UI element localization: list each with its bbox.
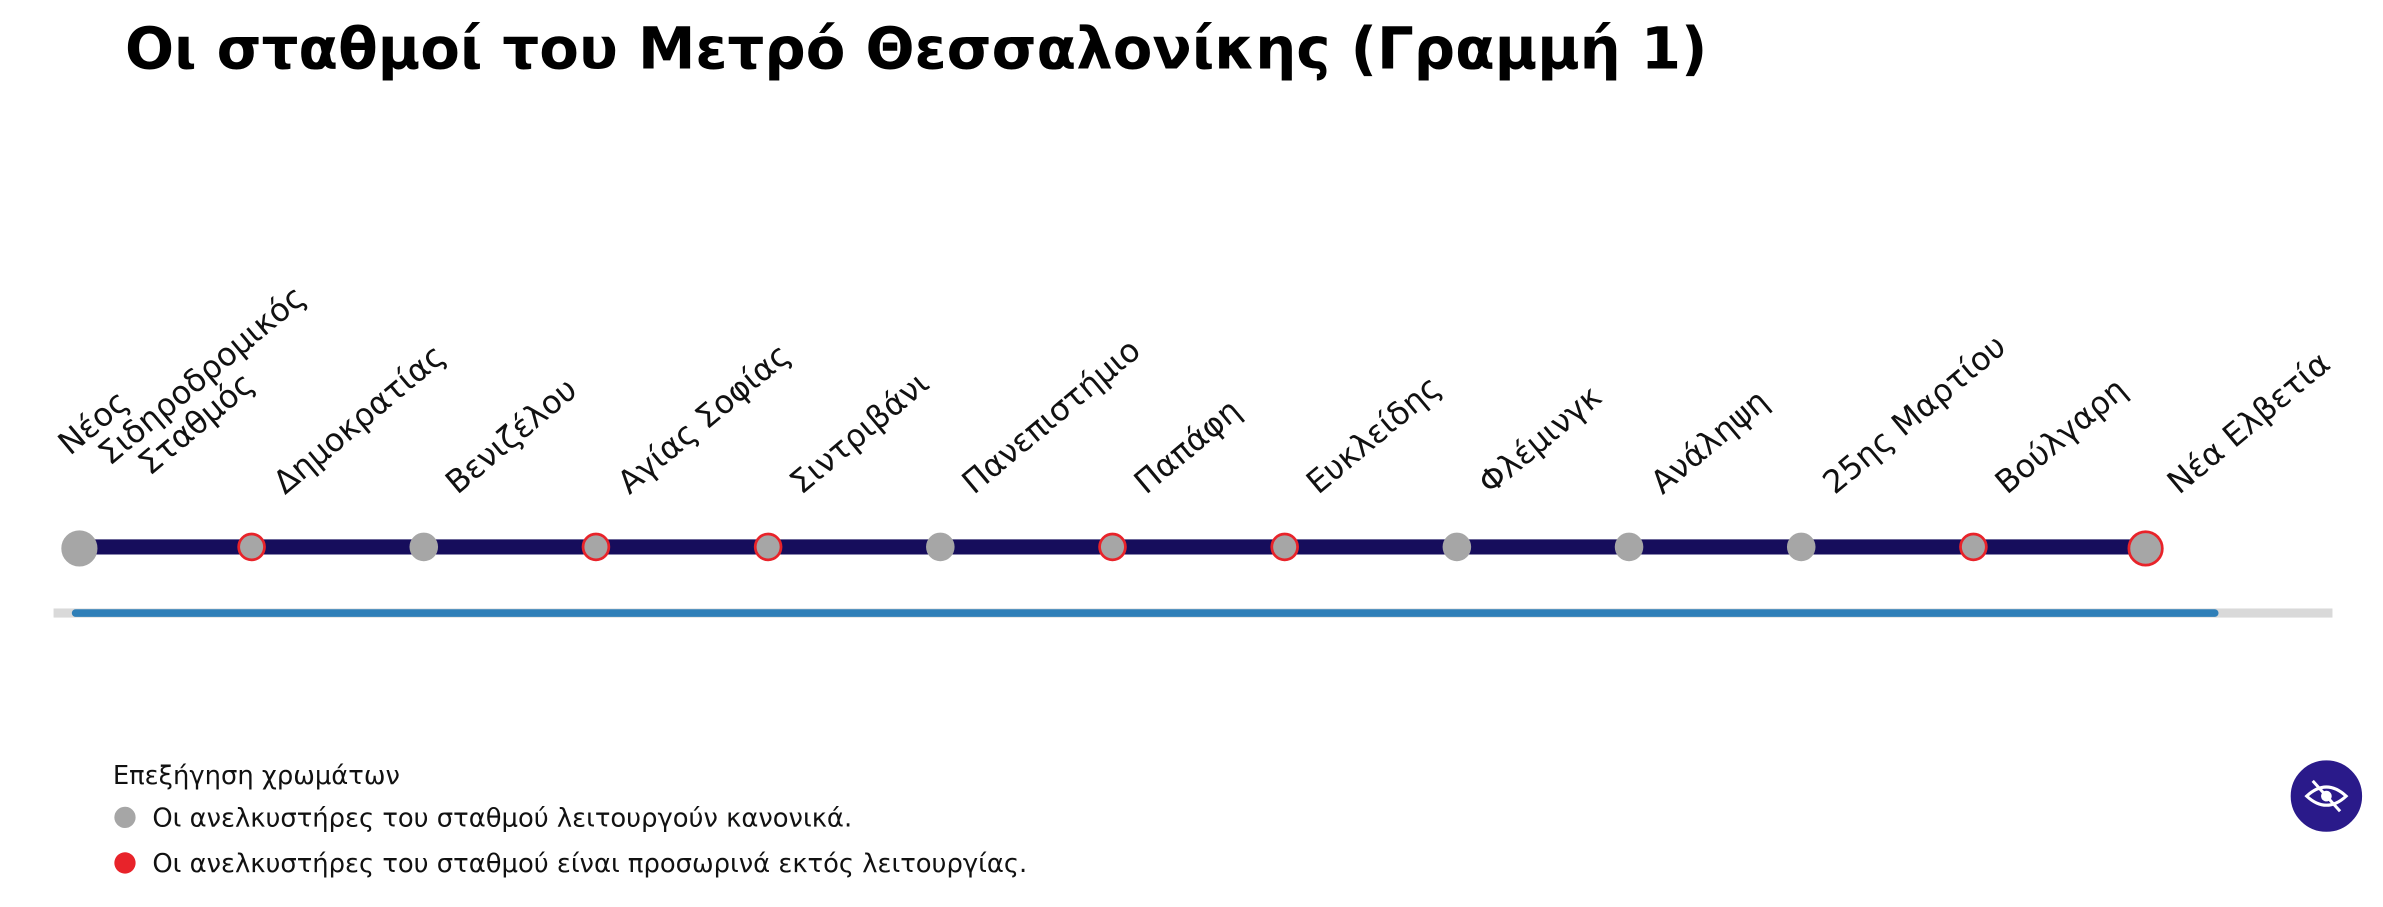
station-label: Βούλγαρη — [1988, 370, 2134, 501]
station-label: Δημοκρατίας — [266, 336, 453, 501]
progress-bar — [71, 609, 2219, 617]
station-label: Βενιζέλου — [438, 370, 584, 501]
legend-label: Οι ανελκυστήρες του σταθμού είναι προσωρ… — [152, 849, 1027, 879]
station-dot — [237, 532, 266, 562]
station-dot — [61, 530, 98, 567]
station-label: Σιντριβάνι — [782, 364, 936, 502]
station-label: Ανάληψη — [1643, 382, 1775, 502]
station-dot — [1270, 532, 1299, 562]
legend: Οι ανελκυστήρες του σταθμού λειτουργούν … — [114, 803, 1027, 879]
station-label: Παπάφη — [1127, 391, 1248, 501]
station-label: Νέα Ελβετία — [2160, 344, 2338, 502]
station-dot — [926, 532, 955, 562]
station-label: Φλέμινγκ — [1471, 377, 1609, 501]
page-title: Οι σταθμοί του Μετρό Θεσσαλονίκης (Γραμμ… — [125, 14, 1707, 82]
station-label: Πανεπιστήμιο — [954, 331, 1147, 502]
station-dot — [2127, 530, 2164, 567]
metro-line: ΝέοςΣιδηροδρομικόςΣταθμός ΔημοκρατίαςΒενι… — [51, 278, 2338, 567]
station-dot — [1959, 532, 1988, 562]
eye-slash — [2311, 779, 2342, 813]
legend-dot — [114, 806, 136, 828]
station-label: Ευκλείδης — [1299, 368, 1448, 502]
legend-label: Οι ανελκυστήρες του σταθμού λειτουργούν … — [152, 803, 852, 833]
station-dot — [409, 532, 439, 562]
legend-dot — [114, 852, 136, 874]
station-label: Αγίας Σοφίας — [610, 336, 797, 502]
station-dot — [1442, 532, 1472, 562]
legend-title: Επεξήγηση χρωμάτων — [113, 761, 400, 791]
station-dot — [753, 532, 783, 562]
station-dot — [1786, 532, 1816, 562]
station-label: 25ης Μαρτίου — [1815, 327, 2013, 502]
station-dot — [581, 532, 611, 562]
station-dot — [1098, 532, 1127, 562]
station-dot — [1614, 532, 1644, 562]
accessibility-button[interactable] — [2286, 755, 2367, 837]
